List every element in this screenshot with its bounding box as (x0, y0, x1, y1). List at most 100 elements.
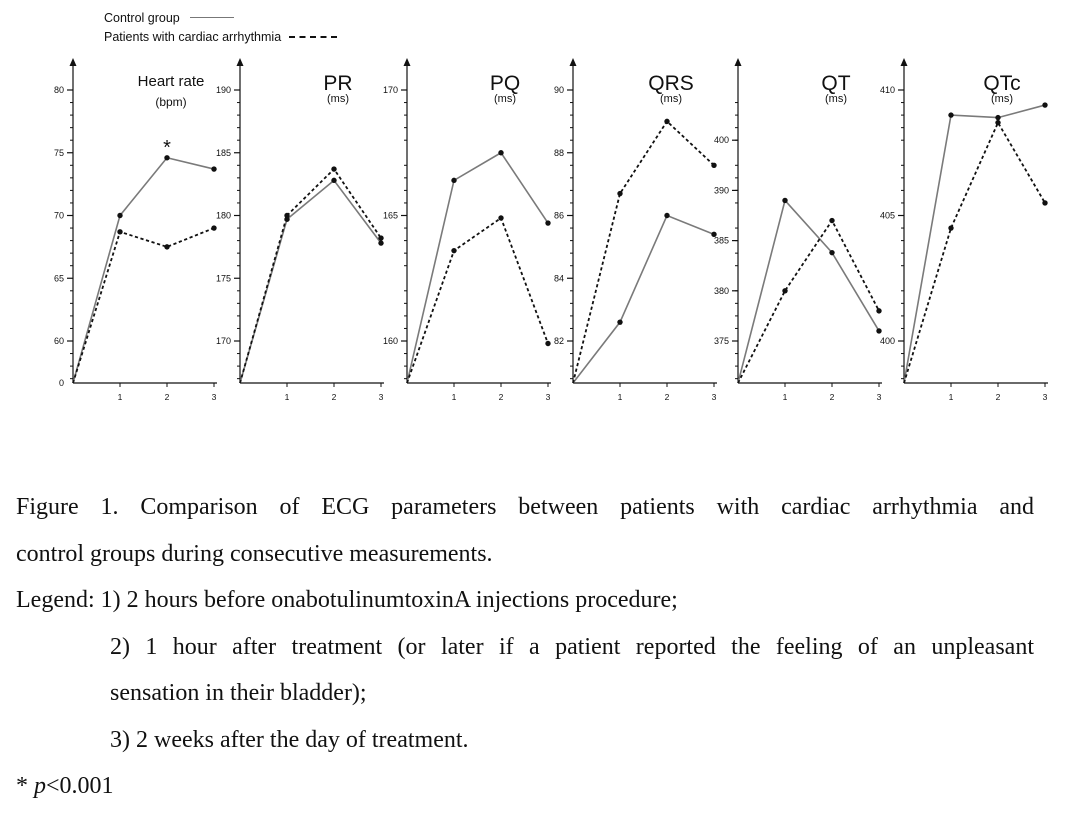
data-point-control (211, 166, 217, 172)
data-point-arrhythmia (617, 190, 623, 197)
data-point-control (378, 240, 384, 246)
x-tick-label: 1 (783, 392, 788, 402)
y-tick-label: 70 (54, 211, 64, 221)
x-tick-label: 2 (165, 392, 170, 402)
y-tick-label: 88 (554, 148, 564, 158)
chart-unit: (ms) (825, 93, 847, 105)
chart-panel-pr: 170 175 180 185 190 1 2 3 PR(ms) (216, 58, 384, 402)
x-tick-label: 3 (546, 392, 551, 402)
y-tick-label: 400 (714, 135, 729, 145)
data-point-arrhythmia (664, 118, 670, 125)
chart-legend: Control group Patients with cardiac arrh… (104, 8, 338, 46)
data-point-control (545, 220, 551, 226)
data-point-control (451, 177, 457, 184)
chart-title: PQ (490, 72, 520, 95)
y-tick-label: 170 (216, 336, 231, 346)
chart-panel-qt: 375 380 385 390 400 1 2 3 QT(ms) (714, 58, 882, 402)
data-point-control (876, 328, 882, 334)
y-tick-label: 180 (216, 211, 231, 221)
series-line-arrhythmia (72, 227, 215, 384)
y-tick-label: 385 (714, 236, 729, 246)
caption-line-1: Figure 1. Comparison of ECG parameters b… (16, 494, 1034, 520)
y-axis-arrow (734, 58, 742, 66)
y-axis-arrow (900, 58, 908, 66)
chart-title: PR (323, 72, 352, 95)
x-tick-label: 2 (332, 392, 337, 402)
series-line-control (737, 198, 880, 384)
y-tick-label: 390 (714, 185, 729, 195)
data-point-arrhythmia (451, 247, 457, 254)
chart-title: QRS (648, 72, 694, 95)
data-point-arrhythmia (876, 308, 882, 314)
footnote-threshold: <0.001 (46, 773, 114, 799)
data-point-arrhythmia (211, 225, 217, 231)
series-line-arrhythmia (737, 218, 880, 384)
chart-unit: (ms) (327, 93, 349, 105)
data-point-arrhythmia (948, 225, 954, 231)
x-tick-label: 2 (499, 392, 504, 402)
y-tick-label-zero: 0 (59, 378, 64, 388)
data-point-arrhythmia (995, 119, 1001, 126)
y-tick-label: 80 (54, 85, 64, 95)
series-line-arrhythmia (239, 167, 382, 384)
x-tick-label: 1 (285, 392, 290, 402)
x-tick-label: 1 (118, 392, 123, 402)
data-point-arrhythmia (498, 215, 504, 221)
chart-panel-heart-rate: 60 65 70 75 80 0 1 2 3 Heart rate (bpm) * (54, 58, 217, 402)
y-axis-arrow (569, 58, 577, 66)
chart-panel-qtc: 400 405 410 1 2 3 QTc(ms) (880, 58, 1048, 402)
y-axis-arrow (69, 58, 77, 66)
data-point-arrhythmia (378, 235, 384, 241)
caption-line-5: sensation in their bladder); (110, 680, 367, 706)
data-point-control (782, 197, 788, 204)
y-tick-label: 410 (880, 85, 895, 95)
x-tick-label: 2 (996, 392, 1001, 402)
x-tick-label: 3 (212, 392, 217, 402)
y-axis-arrow (403, 58, 411, 66)
caption-line-3: Legend: 1) 2 hours before onabotulinumto… (16, 587, 678, 613)
data-point-control (711, 231, 717, 238)
y-tick-label: 86 (554, 211, 564, 221)
y-tick-label: 400 (880, 336, 895, 346)
legend-item-arrhythmia: Patients with cardiac arrhythmia (104, 27, 338, 46)
x-tick-label: 3 (712, 392, 717, 402)
chart-unit: (ms) (660, 93, 682, 105)
y-tick-label: 190 (216, 85, 231, 95)
data-point-arrhythmia (331, 166, 337, 172)
y-tick-label: 375 (714, 336, 729, 346)
series-line-arrhythmia (572, 119, 715, 384)
x-tick-label: 2 (665, 392, 670, 402)
chart-unit: (bpm) (155, 95, 186, 109)
data-point-control (498, 150, 504, 156)
y-tick-label: 405 (880, 211, 895, 221)
data-point-control (995, 114, 1001, 121)
data-point-control (1042, 102, 1048, 108)
data-point-arrhythmia (1042, 200, 1048, 206)
y-tick-label: 170 (383, 85, 398, 95)
chart-unit: (ms) (991, 93, 1013, 105)
y-tick-label: 65 (54, 273, 64, 283)
y-tick-label: 185 (216, 148, 231, 158)
y-tick-label: 82 (554, 336, 564, 346)
y-tick-label: 60 (54, 336, 64, 346)
caption-footnote: * p<0.001 (16, 763, 1034, 810)
chart-title: Heart rate (138, 73, 205, 90)
legend-label-arrhythmia: Patients with cardiac arrhythmia (104, 29, 282, 44)
series-line-control (903, 104, 1046, 384)
chart-panel-pq: 160 165 170 1 2 3 PQ(ms) (383, 58, 551, 402)
y-tick-label: 90 (554, 85, 564, 95)
data-point-arrhythmia (782, 288, 788, 294)
legend-item-control: Control group (104, 8, 337, 27)
legend-label-control: Control group (104, 10, 180, 25)
legend-swatch-dashed-line (289, 35, 338, 38)
y-axis-arrow (236, 58, 244, 66)
series-line-arrhythmia (903, 120, 1046, 384)
chart-title: QTc (983, 72, 1020, 95)
chart-panel-qrs: 82 84 86 88 90 1 2 3 QRS(ms) (554, 58, 717, 402)
x-tick-label: 3 (379, 392, 384, 402)
data-point-control (331, 177, 337, 184)
data-point-control (664, 212, 670, 219)
data-point-arrhythmia (117, 229, 123, 235)
significance-asterisk: * (163, 137, 171, 159)
